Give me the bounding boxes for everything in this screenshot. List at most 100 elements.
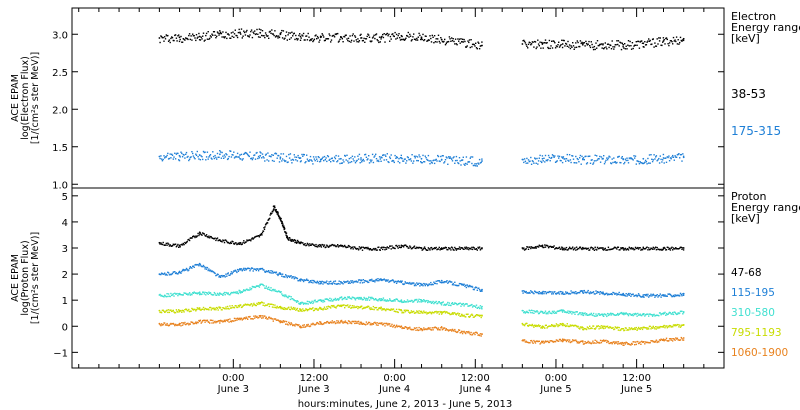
data-point [226,37,228,40]
data-point [463,305,465,307]
data-point [321,243,323,246]
data-point [403,39,406,41]
data-point [474,163,476,165]
data-point [619,312,621,315]
data-point [230,32,233,34]
data-point [205,320,208,322]
data-point [524,341,527,343]
data-point [251,318,254,320]
data-point [565,325,568,327]
data-point [267,303,269,305]
data-point [590,246,592,248]
data-point [370,161,372,163]
data-point [403,300,406,302]
data-point [679,292,682,295]
data-point [169,153,171,155]
data-point [401,327,403,330]
data-point [641,249,644,251]
data-point [679,310,682,312]
data-point [207,158,209,160]
data-point [356,281,358,283]
data-point [644,44,647,46]
data-point [382,248,384,251]
data-point [188,310,191,313]
data-point [565,160,567,162]
data-point [447,282,449,284]
data-point [304,309,306,312]
data-point [463,248,465,250]
data-point [662,248,665,250]
data-point [196,37,198,39]
data-point [357,306,360,308]
data-point [605,249,607,251]
data-point [299,161,302,163]
data-point [395,308,398,311]
data-point [403,244,406,247]
data-point [243,30,245,32]
data-point [214,272,216,275]
data-point [629,40,631,43]
data-point [252,318,254,320]
data-point [364,297,366,300]
data-point [553,245,555,247]
data-point [437,280,440,282]
data-point [617,156,620,158]
data-point [539,343,541,345]
data-point [371,296,373,299]
data-point [360,247,362,249]
data-point [646,41,648,43]
data-point [442,247,444,250]
data-point [586,291,589,293]
data-point [235,34,237,37]
data-point [660,338,662,340]
data-point [654,341,656,343]
data-point [264,271,267,273]
data-point [259,234,262,236]
data-point [344,296,347,299]
data-point [625,45,627,47]
data-point [204,39,206,41]
data-point [532,292,534,294]
data-point [443,40,445,43]
data-point [212,237,214,239]
data-point [622,328,625,330]
data-point [459,248,461,250]
data-point [433,302,435,305]
data-point [262,230,265,232]
data-point [334,297,337,300]
data-point [185,269,187,271]
data-point [312,40,314,43]
data-point [244,289,247,292]
data-point [182,322,184,324]
data-point [420,283,423,286]
data-point [233,317,236,320]
data-point [471,286,474,288]
data-point [223,292,225,295]
data-point [458,40,460,42]
data-point [525,311,527,313]
data-point [178,270,181,273]
data-point [530,324,533,327]
data-point [412,311,414,313]
data-point [450,40,452,42]
data-point [592,46,594,49]
data-point [297,280,299,282]
data-point [600,43,603,45]
data-point [389,35,392,38]
data-point [671,313,673,315]
data-point [531,341,534,343]
data-point [364,38,367,40]
data-point [648,154,651,156]
data-point [596,325,598,327]
data-point [272,288,274,291]
data-point [440,281,442,284]
data-point [440,279,443,282]
data-point [178,292,181,295]
data-point [547,154,550,157]
data-point [274,304,276,306]
data-point [652,293,654,295]
data-point [665,37,668,39]
x-tick-date-label: June 5 [620,384,652,395]
data-point [433,311,436,313]
data-point [164,157,166,159]
